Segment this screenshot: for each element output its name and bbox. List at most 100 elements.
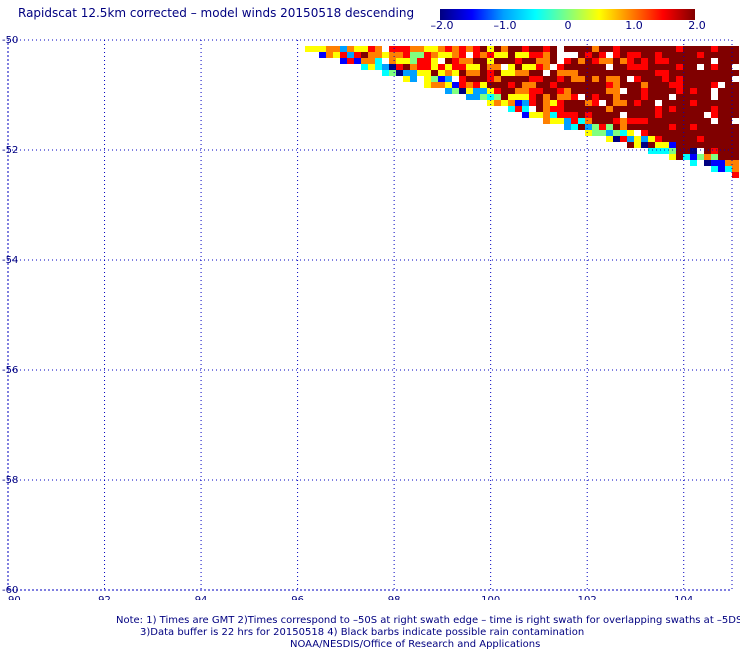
wind-difference-cell [599,112,606,118]
latitude-tick-label: -50 [2,35,18,46]
wind-difference-cell [648,64,655,70]
wind-difference-cell [536,88,543,94]
wind-difference-cell [697,88,704,94]
wind-difference-cell [585,112,592,118]
wind-difference-cell [515,88,522,94]
wind-difference-cell [585,100,592,106]
wind-difference-cell [648,148,655,154]
wind-difference-cell [459,46,466,52]
wind-difference-cell [571,94,578,100]
wind-difference-cell [641,52,648,58]
wind-difference-cell [361,46,368,52]
wind-difference-cell [529,82,536,88]
wind-difference-cell [718,76,725,82]
wind-difference-cell [403,52,410,58]
wind-difference-cell [501,76,508,82]
wind-difference-cell [424,64,431,70]
wind-difference-cell [424,82,431,88]
wind-difference-cell [711,52,718,58]
wind-difference-cell [655,52,662,58]
wind-difference-cell [718,148,725,154]
wind-difference-cell [711,76,718,82]
wind-difference-cell [620,100,627,106]
wind-difference-cell [662,82,669,88]
longitude-tick-label: 102 [578,595,597,600]
wind-difference-cell [704,82,711,88]
wind-difference-cell [620,52,627,58]
wind-difference-cell [480,58,487,64]
wind-difference-cell [522,94,529,100]
wind-difference-cell [606,82,613,88]
wind-difference-cell [641,82,648,88]
wind-difference-cell [725,94,732,100]
wind-difference-cell [543,76,550,82]
wind-difference-cell [550,118,557,124]
wind-difference-cell [494,64,501,70]
wind-difference-cell [375,46,382,52]
wind-difference-cell [592,76,599,82]
wind-difference-cell [564,82,571,88]
wind-difference-cell [494,94,501,100]
wind-difference-cell [641,76,648,82]
wind-difference-cell [473,58,480,64]
wind-difference-cell [655,112,662,118]
wind-difference-cell [606,112,613,118]
wind-difference-cell [354,58,361,64]
wind-difference-cell [648,58,655,64]
wind-difference-cell [620,70,627,76]
wind-difference-cell [648,130,655,136]
wind-difference-cell [543,100,550,106]
wind-difference-cell [655,130,662,136]
wind-difference-cell [501,82,508,88]
wind-difference-cell [543,118,550,124]
wind-difference-cell [704,124,711,130]
longitude-tick-label: 94 [195,595,208,600]
wind-difference-cell [641,64,648,70]
wind-difference-cell [662,130,669,136]
wind-difference-cell [669,52,676,58]
wind-difference-cell [410,64,417,70]
wind-difference-cell [571,112,578,118]
wind-difference-cell [536,64,543,70]
wind-difference-cell [431,46,438,52]
wind-difference-cell [634,76,641,82]
wind-difference-cell [340,52,347,58]
wind-difference-cell [676,64,683,70]
wind-difference-cell [627,46,634,52]
wind-difference-cell [536,58,543,64]
wind-difference-cell [536,112,543,118]
wind-difference-cell [669,118,676,124]
wind-difference-cell [585,94,592,100]
colorbar-tick-label: 2.0 [688,19,706,32]
wind-difference-cell [704,58,711,64]
wind-difference-cell [557,82,564,88]
wind-difference-cell [662,76,669,82]
wind-difference-cell [522,112,529,118]
wind-difference-cell [578,52,585,58]
wind-difference-cell [592,88,599,94]
wind-difference-cell [627,136,634,142]
wind-difference-cell [627,130,634,136]
wind-difference-cell [732,82,739,88]
wind-difference-cell [655,64,662,70]
wind-difference-cell [711,70,718,76]
wind-difference-cell [620,130,627,136]
wind-difference-cell [557,118,564,124]
wind-difference-cell [452,52,459,58]
wind-difference-cell [704,106,711,112]
wind-difference-cell [585,118,592,124]
wind-difference-cell [417,52,424,58]
wind-difference-cell [564,106,571,112]
wind-difference-cell [732,166,739,172]
wind-difference-cell [480,64,487,70]
wind-difference-cell [599,82,606,88]
wind-difference-cell [578,70,585,76]
wind-difference-cell [445,88,452,94]
wind-difference-cell [410,46,417,52]
wind-difference-cell [550,82,557,88]
wind-difference-cell [676,58,683,64]
wind-difference-cell [417,46,424,52]
wind-difference-cell [515,52,522,58]
latitude-tick-label: -56 [2,365,18,376]
latitude-tick-label: -52 [2,145,18,156]
